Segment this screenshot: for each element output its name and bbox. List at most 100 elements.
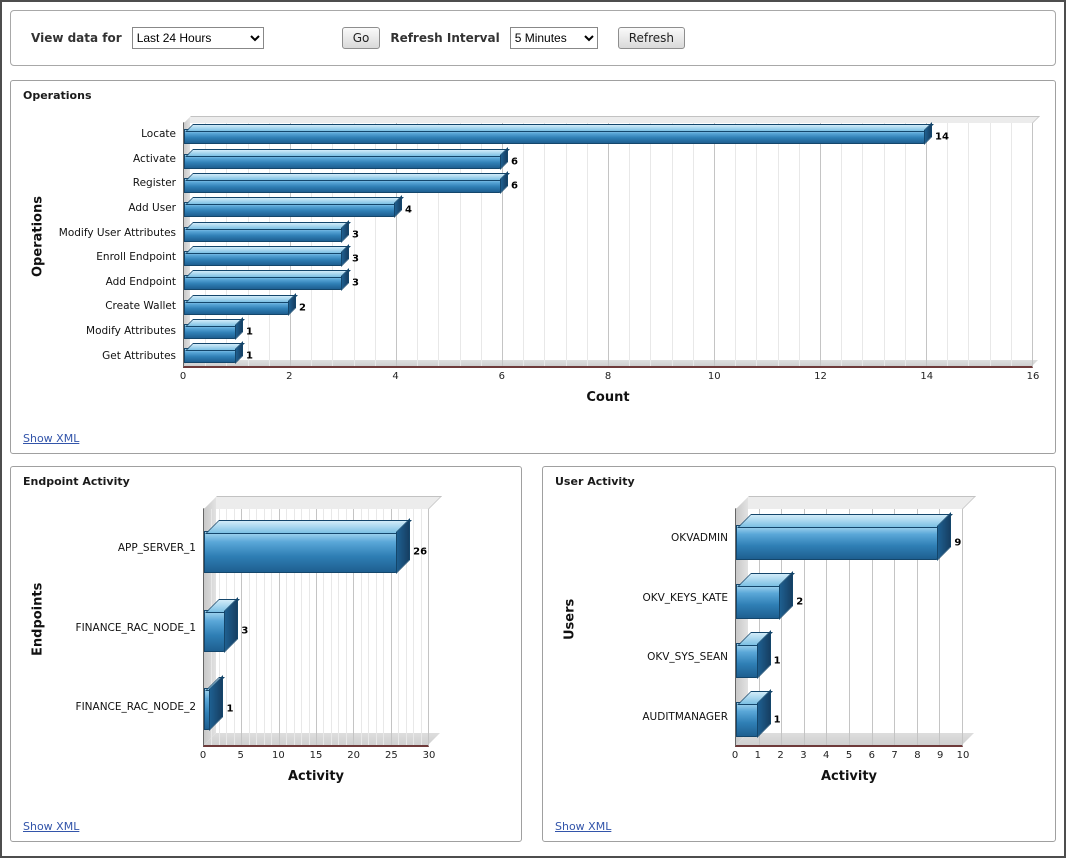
gridline [841,123,843,366]
plot-floor [204,733,440,745]
user-activity-chart: Users OKVADMIN OKV_KEYS_KATE OKV_SYS_SEAN A… [555,492,1043,787]
gridline [293,509,295,745]
tick-label: 5 [237,750,244,761]
endpoint-plot-wrap: 26 3 1 [203,492,440,747]
tick-label: 10 [271,750,285,761]
gridline [278,509,280,745]
gridline [756,123,758,366]
tick-label: 16 [1026,371,1040,382]
category-label: Activate [132,152,176,165]
gridline [263,509,265,745]
gridline [413,509,415,745]
bar-value: 14 [935,131,949,142]
category-label: Get Attributes [102,349,176,362]
gridline [544,123,546,366]
bar-value: 3 [352,277,359,288]
gridline [735,123,737,366]
operations-panel: Operations Operations Locate Activate Regi… [10,80,1056,454]
gridline [374,123,376,366]
gridline [375,509,377,745]
category-label: Locate [141,128,176,141]
bar-create-wallet [184,300,289,315]
gridline [883,123,885,366]
category-label: Create Wallet [105,300,176,313]
operations-y-axis-label: Operations [30,196,46,278]
gridline [826,509,828,745]
category-label: FINANCE_RAC_NODE_1 [75,621,196,634]
refresh-button[interactable]: Refresh [617,27,686,49]
tick-label: 8 [604,371,612,382]
go-button[interactable]: Go [341,27,381,49]
endpoint-y-axis-label: Endpoints [30,582,46,657]
tick-label: 9 [937,750,944,761]
gridline [989,123,991,366]
bar-value: 3 [241,625,249,637]
user-x-axis-label: Activity [820,769,878,784]
gridline [962,509,963,745]
category-label: FINANCE_RAC_NODE_2 [75,701,196,714]
gridline [968,123,970,366]
gridline [286,509,288,745]
endpoint-x-axis: 0 5 10 15 20 25 30 [199,747,436,765]
gridline [798,123,800,366]
view-data-for-select[interactable]: Last 24 Hours [131,27,264,49]
gridline [405,509,407,745]
tick-label: 2 [777,750,784,761]
gridline [758,509,760,745]
gridline [438,123,440,366]
category-label: Modify User Attributes [58,226,176,239]
tick-label: 0 [199,750,207,761]
operations-show-xml-link[interactable]: Show XML [23,432,80,445]
gridline [820,123,821,366]
gridline [502,123,503,366]
user-category-labels: OKVADMIN OKV_KEYS_KATE OKV_SYS_SEAN AUDITMA… [585,492,735,747]
category-label: AUDITMANAGER [642,711,728,724]
user-plot-wrap: 9 2 1 1 [735,492,974,747]
gridline [353,123,355,366]
tick-label: 14 [920,371,934,382]
gridline [368,509,370,745]
refresh-interval-label: Refresh Interval [390,31,500,45]
gridline [383,509,385,745]
bar-value: 6 [511,180,518,191]
gridline [692,123,694,366]
user-y-axis-label: Users [562,598,578,641]
user-show-xml-link[interactable]: Show XML [555,820,612,833]
endpoint-show-xml-link[interactable]: Show XML [23,820,80,833]
gridline [803,509,805,745]
operations-plot-area: 14 6 6 4 3 3 3 2 1 1 [183,117,1038,368]
category-label: Add User [128,202,176,215]
bottom-row: Endpoint Activity Endpoints APP_SERVER_1… [10,466,1056,842]
gridline [926,123,927,366]
bar-okv-keys-kate [736,584,781,619]
gridline [671,123,673,366]
bar-finance-rac-node-2 [204,688,211,730]
gridline [781,509,783,745]
gridline [1010,123,1012,366]
gridline [417,123,419,366]
tick-label: 20 [347,750,361,761]
gridline [323,509,325,745]
gridline [1032,123,1033,366]
bar-value: 9 [954,537,962,548]
gridline [777,123,779,366]
gridline [360,509,362,745]
gridline [565,123,567,366]
gridline [523,123,525,366]
gridline [650,123,652,366]
gridline [241,509,243,745]
gridline [480,123,482,366]
gridline [629,123,631,366]
tick-label: 0 [731,750,739,761]
tick-label: 6 [498,371,505,382]
gridline [268,123,270,366]
operations-panel-title: Operations [23,89,92,102]
refresh-interval-select[interactable]: 5 Minutes [509,27,598,49]
bar-value: 1 [246,350,253,361]
gridline [248,509,250,745]
gridline [353,509,355,745]
bar-add-user [184,202,395,217]
gridline [290,123,291,366]
gridline [714,123,715,366]
